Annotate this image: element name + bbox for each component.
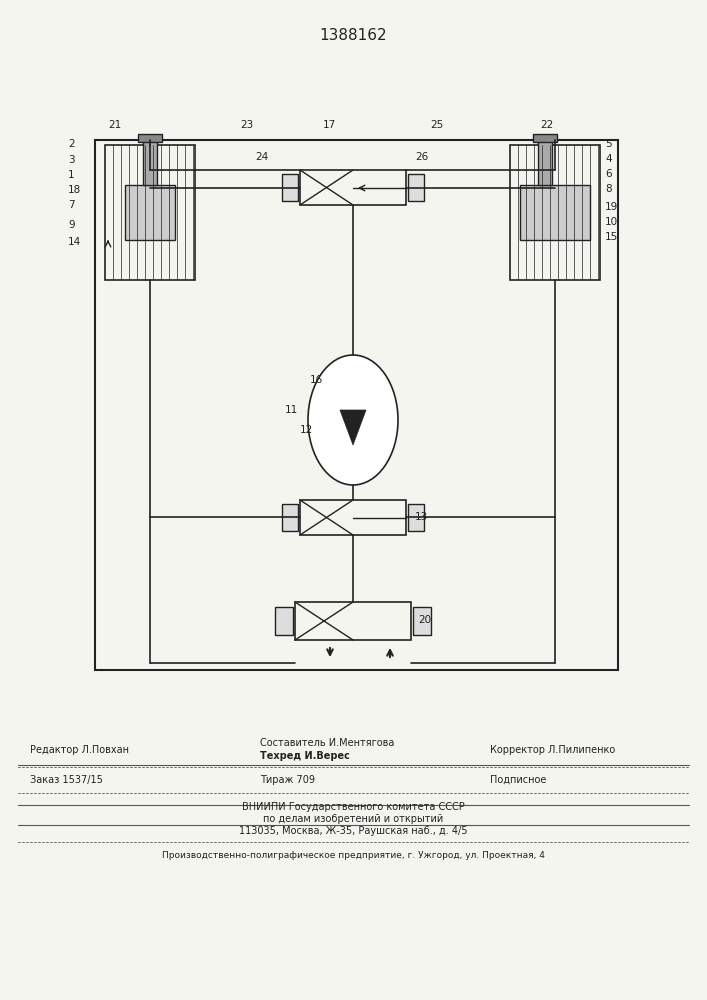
Text: 1388162: 1388162 [319,27,387,42]
Text: 113035, Москва, Ж-35, Раушская наб., д. 4/5: 113035, Москва, Ж-35, Раушская наб., д. … [239,826,467,836]
Text: 13: 13 [415,512,428,522]
Text: 1: 1 [68,170,75,180]
Text: ВНИИПИ Государственного комитета СССР: ВНИИПИ Государственного комитета СССР [242,802,464,812]
Text: 23: 23 [240,120,253,130]
Text: 10: 10 [605,217,618,227]
Bar [282,174,298,201]
Text: 22: 22 [540,120,554,130]
Text: 14: 14 [68,237,81,247]
Text: 26: 26 [415,152,428,162]
Text: 7: 7 [68,200,75,210]
Text: Производственно-полиграфическое предприятие, г. Ужгород, ул. Проектная, 4: Производственно-полиграфическое предприя… [162,850,544,859]
Bar [138,134,162,142]
Text: Редактор Л.Повхан: Редактор Л.Повхан [30,745,129,755]
Text: 12: 12 [300,425,313,435]
Bar [413,607,431,635]
Text: 18: 18 [68,185,81,195]
Bar [538,140,552,185]
Bar [300,170,406,205]
Text: Корректор Л.Пилипенко: Корректор Л.Пилипенко [490,745,615,755]
Bar [533,134,557,142]
Text: по делам изобретений и открытий: по делам изобретений и открытий [263,814,443,824]
Text: 3: 3 [68,155,75,165]
Polygon shape [340,410,366,445]
Text: 2: 2 [68,139,75,149]
Bar [105,145,195,280]
Text: 19: 19 [605,202,618,212]
Bar [300,500,406,535]
Bar [510,145,600,280]
Text: 25: 25 [430,120,443,130]
Text: 15: 15 [605,232,618,242]
Bar [295,602,411,640]
Text: 5: 5 [605,139,612,149]
Bar [125,185,175,240]
Text: Заказ 1537/15: Заказ 1537/15 [30,775,103,785]
Text: 17: 17 [323,120,337,130]
Text: 20: 20 [418,615,431,625]
Text: 6: 6 [605,169,612,179]
Text: 21: 21 [108,120,121,130]
Text: 4: 4 [605,154,612,164]
Text: 16: 16 [310,375,323,385]
Text: Техред И.Верес: Техред И.Верес [260,751,350,761]
Text: Тираж 709: Тираж 709 [260,775,315,785]
Text: 11: 11 [285,405,298,415]
Bar [95,140,618,670]
Text: 24: 24 [255,152,268,162]
Bar [408,504,424,531]
Bar [408,174,424,201]
Text: 9: 9 [68,220,75,230]
Text: Подписное: Подписное [490,775,547,785]
Bar [520,185,590,240]
Bar [143,140,157,185]
Text: Составитель И.Ментягова: Составитель И.Ментягова [260,738,395,748]
Bar [282,504,298,531]
Bar [275,607,293,635]
Ellipse shape [308,355,398,485]
Text: 8: 8 [605,184,612,194]
